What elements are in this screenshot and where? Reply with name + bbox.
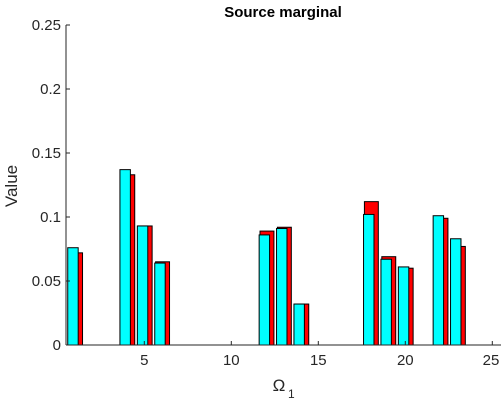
series-b-bar — [119, 169, 131, 346]
y-tick-label: 0.2 — [40, 81, 61, 98]
series-b-bar — [136, 225, 149, 346]
x-tick-label: 20 — [397, 352, 414, 369]
y-axis-label: Value — [2, 165, 21, 207]
x-tick-label: 5 — [140, 352, 148, 369]
series-b-bar — [293, 303, 305, 346]
series-b-bar — [276, 228, 288, 346]
series-b-bar — [154, 262, 166, 346]
y-tick-label: 0.1 — [40, 209, 61, 226]
y-tick-label: 0.05 — [32, 273, 61, 290]
y-tick-label: 0 — [53, 337, 61, 354]
series-b-bar — [380, 258, 392, 346]
x-tick-label: 10 — [223, 352, 240, 369]
y-tick-labels: 0 0.05 0.1 0.15 0.2 0.25 — [32, 17, 61, 354]
series-b-bar — [258, 234, 271, 346]
y-tick-label: 0.25 — [32, 17, 61, 34]
x-axis — [66, 341, 501, 346]
x-axis-label-subscript: 1 — [288, 387, 295, 401]
y-tick-label: 0.15 — [32, 145, 61, 162]
series-b-bar — [450, 238, 462, 346]
x-axis-label: Ω — [273, 376, 286, 395]
x-tick-label: 25 — [483, 352, 500, 369]
x-tick-labels: 5 10 15 20 25 — [140, 352, 499, 369]
series-b-bar — [363, 213, 375, 346]
x-tick-label: 15 — [310, 352, 327, 369]
chart-title: Source marginal — [224, 4, 342, 21]
series-b-bar — [432, 215, 445, 346]
series-b-bar — [397, 266, 410, 346]
bars — [67, 169, 466, 346]
series-b-bar — [67, 247, 79, 346]
